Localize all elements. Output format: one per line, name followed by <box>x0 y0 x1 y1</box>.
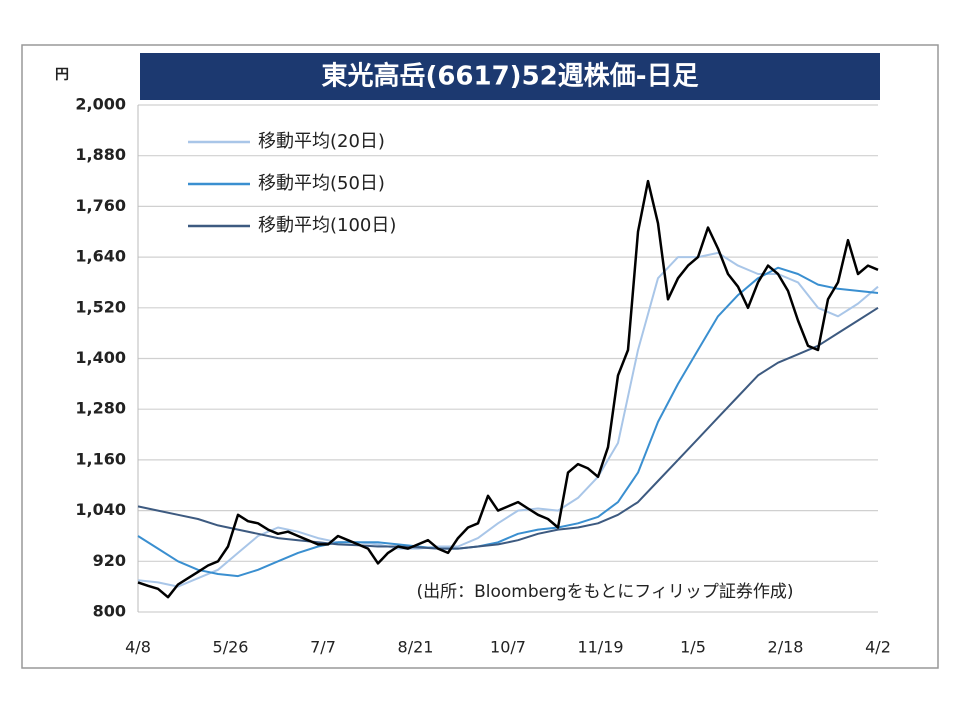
y-tick-label: 1,520 <box>75 297 126 316</box>
y-tick-label: 800 <box>93 602 126 621</box>
x-tick-label: 2/18 <box>768 638 804 657</box>
y-tick-label: 920 <box>93 551 126 570</box>
moving-average-line <box>137 266 879 578</box>
y-tick-label: 1,160 <box>75 449 126 468</box>
y-tick-label: 1,280 <box>75 399 126 418</box>
x-tick-label: 11/19 <box>577 638 623 657</box>
chart-title: 東光高岳(6617)52週株価-日足 <box>321 61 698 92</box>
price-line <box>137 179 879 599</box>
y-tick-label: 1,880 <box>75 145 126 164</box>
x-tick-label: 5/26 <box>213 638 249 657</box>
y-axis-label: 円 <box>55 67 69 83</box>
y-tick-label: 1,400 <box>75 348 126 367</box>
x-tick-label: 4/8 <box>125 638 151 657</box>
chart-frame <box>21 44 939 669</box>
y-tick-label: 1,040 <box>75 500 126 519</box>
x-tick-label: 10/7 <box>490 638 526 657</box>
moving-average-line <box>137 306 879 550</box>
x-tick-label: 8/21 <box>398 638 434 657</box>
y-tick-label: 1,640 <box>75 247 126 266</box>
x-tick-label: 7/7 <box>310 638 336 657</box>
y-tick-label: 2,000 <box>75 95 126 114</box>
legend-label: 移動平均(20日) <box>258 131 385 152</box>
x-tick-label: 4/2 <box>865 638 891 657</box>
y-tick-label: 1,760 <box>75 196 126 215</box>
x-tick-label: 1/5 <box>680 638 706 657</box>
annotation: (出所：Bloombergをもとにフィリップ証券作成) <box>416 582 793 602</box>
legend-label: 移動平均(50日) <box>258 173 385 194</box>
legend-label: 移動平均(100日) <box>258 215 396 236</box>
title-bar <box>140 53 880 100</box>
